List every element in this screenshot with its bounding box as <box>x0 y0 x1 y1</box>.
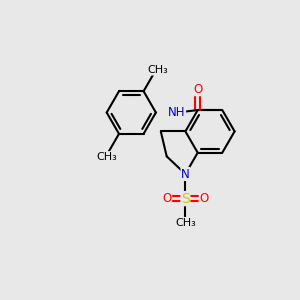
Text: S: S <box>181 192 190 206</box>
Text: CH₃: CH₃ <box>96 152 117 162</box>
Text: N: N <box>181 167 190 181</box>
Text: NH: NH <box>168 106 185 119</box>
Text: O: O <box>199 192 208 205</box>
Text: O: O <box>162 192 172 205</box>
Text: CH₃: CH₃ <box>175 218 196 227</box>
Text: CH₃: CH₃ <box>147 65 168 75</box>
Text: O: O <box>193 83 202 96</box>
